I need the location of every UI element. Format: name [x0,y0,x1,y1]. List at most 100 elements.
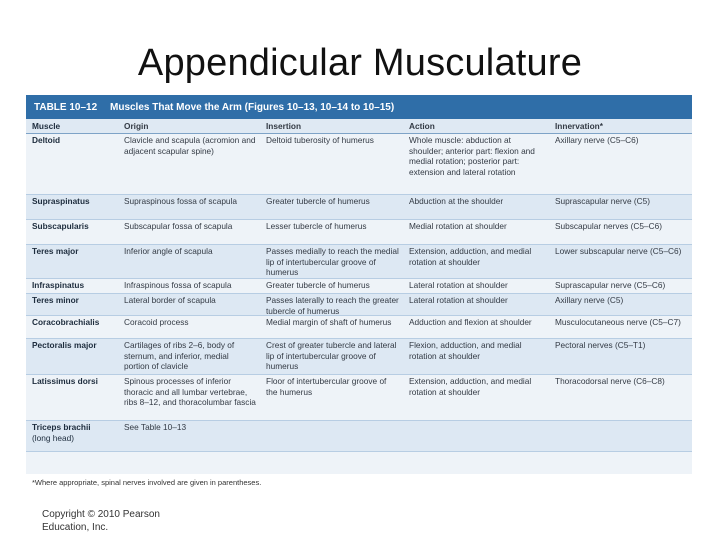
cell-innervation-text: Thoracodorsal nerve (C6–C8) [555,376,665,386]
cell-innervation: Suprascapular nerve (C5) [549,195,692,219]
cell-origin-text: Clavicle and scapula (acromion and adjac… [124,135,256,156]
cell-origin-text: Subscapular fossa of scapula [124,221,233,231]
cell-action: Medial rotation at shoulder [403,220,549,244]
cell-innervation-text: Axillary nerve (C5–C6) [555,135,639,145]
cell-innervation-text: Suprascapular nerve (C5) [555,196,650,206]
copyright-notice: Copyright © 2010 Pearson Education, Inc. [42,508,160,534]
cell-muscle-text: Teres minor [32,295,79,305]
cell-action-text: Whole muscle: abduction at shoulder; ant… [409,135,535,178]
cell-muscle-text: Latissimus dorsi [32,376,98,386]
table-row: Pectoralis major Cartilages of ribs 2–6, … [26,339,692,375]
cell-innervation-text: Axillary nerve (C5) [555,295,624,305]
cell-action-text: Abduction at the shoulder [409,196,504,206]
cell-origin-text: Inferior angle of scapula [124,246,213,256]
cell-origin: Cartilages of ribs 2–6, body of sternum,… [118,339,260,374]
cell-muscle-text: Teres major [32,246,79,256]
cell-action [403,421,549,451]
cell-action: Abduction at the shoulder [403,195,549,219]
cell-innervation: Lower subscapular nerve (C5–C6) [549,245,692,278]
table-row: Triceps brachii (long head) See Table 10–1… [26,421,692,452]
cell-muscle: Supraspinatus [26,195,118,219]
cell-origin: Clavicle and scapula (acromion and adjac… [118,134,260,194]
table-row: Subscapularis Subscapular fossa of scapul… [26,220,692,245]
table-row: Teres minor Lateral border of scapula Pass… [26,294,692,316]
cell-innervation: Suprascapular nerve (C5–C6) [549,279,692,293]
muscle-table: TABLE 10–12 Muscles That Move the Arm (F… [26,95,692,474]
cell-muscle: Latissimus dorsi [26,375,118,420]
cell-muscle-text: Deltoid [32,135,61,145]
cell-muscle: Teres major [26,245,118,278]
cell-innervation: Thoracodorsal nerve (C6–C8) [549,375,692,420]
cell-innervation-text: Suprascapular nerve (C5–C6) [555,280,666,290]
cell-action: Flexion, adduction, and medial rotation … [403,339,549,374]
header-muscle: Muscle [32,120,61,131]
cell-innervation-text: Lower subscapular nerve (C5–C6) [555,246,682,256]
cell-innervation [549,421,692,451]
cell-origin: Infraspinous fossa of scapula [118,279,260,293]
cell-insertion: Greater tubercle of humerus [260,279,403,293]
cell-origin-text: Cartilages of ribs 2–6, body of sternum,… [124,340,235,372]
cell-origin-text: Lateral border of scapula [124,295,216,305]
cell-origin-text: Coracoid process [124,317,189,327]
cell-insertion: Deltoid tuberosity of humerus [260,134,403,194]
table-body: Deltoid Clavicle and scapula (acromion an… [26,134,692,452]
cell-origin: Coracoid process [118,316,260,338]
cell-muscle-text: Infraspinatus [32,280,85,290]
header-action: Action [409,120,435,131]
cell-innervation: Musculocutaneous nerve (C5–C7) [549,316,692,338]
table-row: Infraspinatus Infraspinous fossa of scapu… [26,279,692,294]
cell-insertion-text: Passes laterally to reach the greater tu… [266,295,399,315]
copyright-line-2: Education, Inc. [42,522,109,533]
cell-insertion: Greater tubercle of humerus [260,195,403,219]
cell-innervation: Subscapular nerves (C5–C6) [549,220,692,244]
cell-origin-text: Infraspinous fossa of scapula [124,280,232,290]
cell-insertion-text: Floor of intertubercular groove of the h… [266,376,387,397]
cell-insertion: Passes laterally to reach the greater tu… [260,294,403,315]
table-caption: Muscles That Move the Arm (Figures 10–13… [110,101,395,113]
cell-insertion-text: Medial margin of shaft of humerus [266,317,392,327]
cell-innervation: Pectoral nerves (C5–T1) [549,339,692,374]
cell-muscle-text: Pectoralis major [32,340,97,350]
cell-insertion-text: Greater tubercle of humerus [266,196,370,206]
cell-origin-text: Spinous processes of inferior thoracic a… [124,376,256,408]
header-insertion: Insertion [266,120,302,131]
table-header-row: Muscle Origin Insertion Action Innervati… [26,119,692,134]
table-row: Latissimus dorsi Spinous processes of inf… [26,375,692,421]
cell-muscle-subtitle: (long head) [32,432,74,443]
table-row: Teres major Inferior angle of scapula Pass… [26,245,692,279]
cell-muscle-text: Triceps brachii [32,422,91,432]
cell-origin-text: See Table 10–13 [124,422,187,432]
cell-insertion: Medial margin of shaft of humerus [260,316,403,338]
cell-innervation-text: Pectoral nerves (C5–T1) [555,340,646,350]
cell-action: Whole muscle: abduction at shoulder; ant… [403,134,549,194]
cell-innervation-text: Subscapular nerves (C5–C6) [555,221,662,231]
cell-origin-text: Supraspinous fossa of scapula [124,196,238,206]
cell-muscle-text: Coracobrachialis [32,317,100,327]
table-number: TABLE 10–12 [34,101,98,113]
cell-action-text: Medial rotation at shoulder [409,221,507,231]
table-caption-bar: TABLE 10–12 Muscles That Move the Arm (F… [26,95,692,119]
copyright-line-1: Copyright © 2010 Pearson [42,509,160,520]
cell-insertion: Lesser tubercle of humerus [260,220,403,244]
slide-title: Appendicular Musculature [137,42,583,84]
cell-action-text: Lateral rotation at shoulder [409,295,508,305]
cell-action: Extension, adduction, and medial rotatio… [403,245,549,278]
cell-muscle: Teres minor [26,294,118,315]
cell-origin: See Table 10–13 [118,421,260,451]
cell-origin: Spinous processes of inferior thoracic a… [118,375,260,420]
cell-action: Lateral rotation at shoulder [403,279,549,293]
cell-origin: Lateral border of scapula [118,294,260,315]
cell-insertion-text: Lesser tubercle of humerus [266,221,367,231]
header-innervation: Innervation* [555,120,603,131]
cell-action-text: Lateral rotation at shoulder [409,280,508,290]
cell-muscle: Triceps brachii (long head) [26,421,118,451]
cell-muscle: Subscapularis [26,220,118,244]
table-row: Coracobrachialis Coracoid process Medial m… [26,316,692,339]
cell-insertion-text: Greater tubercle of humerus [266,280,370,290]
cell-action: Extension, adduction, and medial rotatio… [403,375,549,420]
cell-innervation-text: Musculocutaneous nerve (C5–C7) [555,317,681,327]
cell-muscle-text: Supraspinatus [32,196,90,206]
cell-muscle-text: Subscapularis [32,221,89,231]
cell-insertion: Passes medially to reach the medial lip … [260,245,403,278]
cell-insertion [260,421,403,451]
